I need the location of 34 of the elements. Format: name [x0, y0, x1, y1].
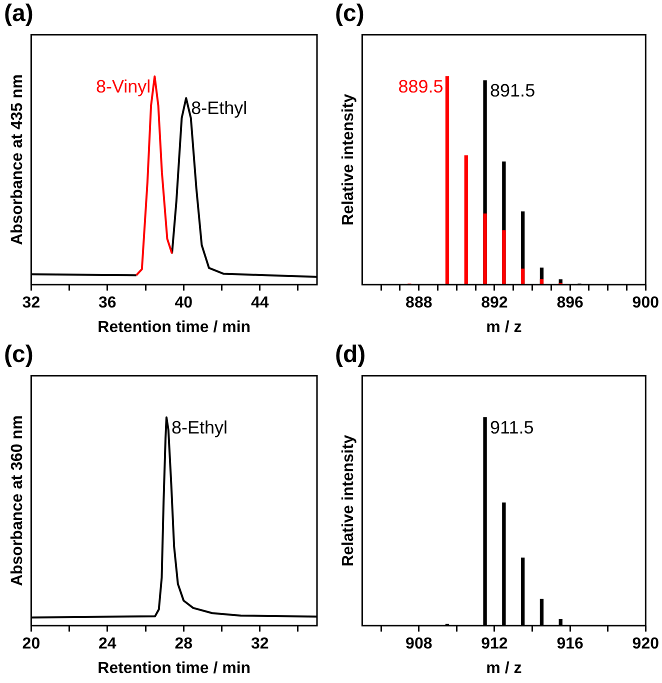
x-tick-label: 896	[556, 294, 584, 312]
x-axis-title: m / z	[486, 318, 522, 336]
x-tick-label: 908	[406, 636, 432, 653]
x-axis-title: m / z	[486, 660, 522, 677]
series-label: 8-Vinyl	[96, 76, 151, 96]
x-tick-label: 888	[406, 294, 432, 312]
chart-title: (d)	[335, 341, 366, 368]
x-tick-label: 916	[556, 636, 584, 653]
annotation: 911.5	[490, 417, 534, 438]
x-tick-label: 892	[481, 294, 508, 312]
series-label: 8-Ethyl	[191, 98, 248, 118]
x-tick-label: 28	[174, 636, 193, 653]
x-axis-title: Retention time / min	[98, 660, 251, 677]
chart-title: (c)	[335, 0, 364, 28]
x-tick-label: 912	[481, 636, 508, 653]
annotation: 889.5	[398, 76, 444, 96]
x-tick-label: 36	[98, 294, 116, 312]
annotation: 891.5	[490, 80, 536, 101]
x-tick-label: 32	[22, 294, 40, 312]
x-tick-label: 32	[250, 636, 269, 653]
x-tick-label: 24	[98, 636, 116, 653]
x-tick-label: 20	[22, 636, 40, 653]
x-tick-label: 900	[632, 294, 660, 312]
y-axis-title: Relative intensity	[340, 94, 358, 226]
x-tick-label: 40	[174, 294, 193, 312]
y-axis-title: Relative intensity	[340, 434, 358, 567]
chart-title: (a)	[4, 0, 34, 28]
series-label: 8-Ethyl	[171, 417, 228, 438]
x-tick-label: 920	[632, 636, 660, 653]
x-axis-title: Retention time / min	[98, 318, 251, 336]
x-tick-label: 44	[250, 294, 269, 312]
y-axis-title: Absorbance at 435 nm	[9, 74, 26, 246]
y-axis-title: Absorbance at 360 nm	[9, 415, 26, 586]
chart-title: (c)	[4, 341, 34, 368]
